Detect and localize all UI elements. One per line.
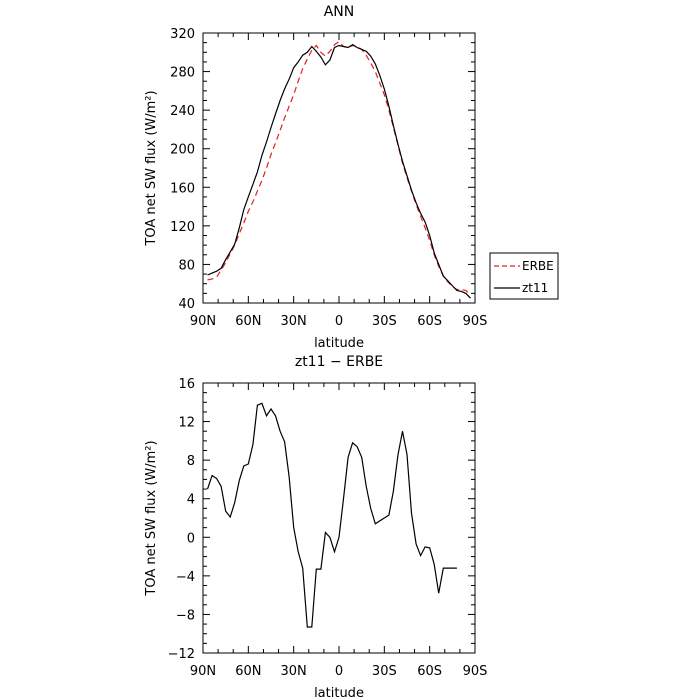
x-tick-label: 90N (190, 664, 216, 679)
x-tick-label: 0 (335, 314, 343, 329)
y-tick-label: 80 (178, 258, 195, 273)
y-tick-label: −12 (168, 647, 195, 662)
x-tick-label: 60S (417, 314, 442, 329)
x-tick-label: 30S (372, 314, 397, 329)
y-tick-label: 240 (170, 104, 195, 119)
y-tick-label: 120 (170, 220, 195, 235)
y-tick-label: 16 (178, 377, 195, 392)
x-tick-label: 60N (235, 664, 261, 679)
legend-box (489, 252, 559, 300)
series-line-erbe (207, 40, 471, 296)
x-tick-label: 60N (235, 314, 261, 329)
y-tick-label: 200 (170, 143, 195, 158)
x-tick-label: 90S (463, 664, 488, 679)
chart-panel-2: −12 −8 −4 0 4 8 12 16 90N 60N 30N 0 30S 60S 90S zt11 − … (144, 354, 487, 700)
legend-label-zt11: zt11 (522, 281, 548, 295)
y-tick-label: 12 (178, 416, 195, 431)
y-tick-label: −8 (176, 608, 195, 623)
x-tick-label: 30N (281, 664, 307, 679)
y-axis-label: TOA net SW flux (W/m²) (144, 440, 159, 596)
chart-title: zt11 − ERBE (295, 354, 383, 370)
chart-panel-1: 40 80 120 160 200 240 280 320 90N 60N 30N 0 30S 60S 90… (144, 4, 559, 351)
y-tick-label: −4 (176, 570, 195, 585)
x-axis-label: latitude (314, 336, 364, 351)
chart-title: ANN (324, 4, 355, 20)
y-tick-label: 0 (187, 531, 195, 546)
legend-label-erbe: ERBE (522, 259, 554, 273)
y-tick-label: 4 (187, 493, 195, 508)
x-tick-label: 30S (372, 664, 397, 679)
plot-frame (202, 382, 476, 654)
series-line-zt11 (207, 43, 471, 299)
y-tick-label: 280 (170, 66, 195, 81)
x-tick-label: 60S (417, 664, 442, 679)
y-axis-label: TOA net SW flux (W/m²) (144, 90, 159, 246)
series-line-difference (206, 402, 457, 628)
x-tick-label: 0 (335, 664, 343, 679)
x-tick-label: 30N (281, 314, 307, 329)
legend: ERBE zt11 (489, 252, 559, 300)
y-tick-label: 40 (178, 297, 195, 312)
y-tick-label: 320 (170, 27, 195, 42)
y-tick-label: 8 (187, 454, 195, 469)
x-tick-label: 90S (463, 314, 488, 329)
x-tick-label: 90N (190, 314, 216, 329)
x-axis-label: latitude (314, 686, 364, 700)
plot-frame (202, 32, 476, 304)
y-tick-label: 160 (170, 181, 195, 196)
